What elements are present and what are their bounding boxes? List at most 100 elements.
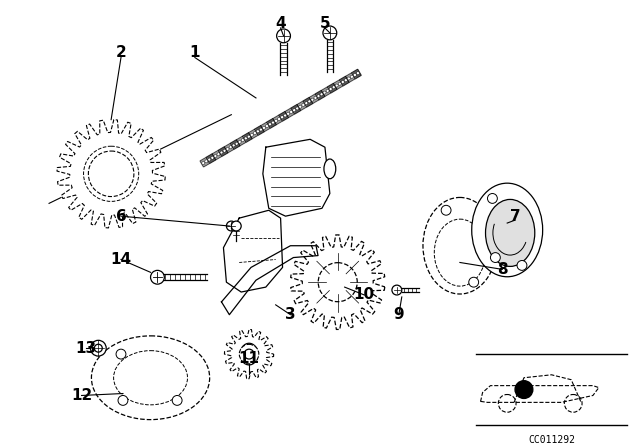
Circle shape: [326, 89, 329, 92]
Ellipse shape: [92, 336, 210, 420]
Polygon shape: [224, 143, 234, 153]
Circle shape: [211, 156, 214, 159]
Polygon shape: [309, 94, 319, 103]
Polygon shape: [333, 80, 343, 90]
Polygon shape: [321, 87, 331, 96]
Circle shape: [266, 125, 268, 128]
Polygon shape: [346, 73, 355, 82]
Circle shape: [299, 105, 302, 108]
Ellipse shape: [324, 159, 336, 179]
Circle shape: [202, 162, 205, 164]
Polygon shape: [57, 120, 165, 228]
Circle shape: [118, 396, 128, 405]
Circle shape: [241, 139, 244, 142]
Circle shape: [317, 95, 320, 98]
Circle shape: [314, 96, 317, 99]
Circle shape: [278, 117, 280, 121]
Circle shape: [229, 146, 232, 149]
Circle shape: [353, 73, 356, 77]
Text: 13: 13: [75, 340, 96, 356]
Circle shape: [232, 144, 235, 147]
Polygon shape: [297, 101, 307, 111]
Circle shape: [441, 205, 451, 215]
Circle shape: [488, 194, 497, 203]
Circle shape: [150, 270, 164, 284]
Circle shape: [259, 128, 262, 131]
Text: 6: 6: [116, 209, 126, 224]
Circle shape: [116, 349, 126, 359]
Text: 10: 10: [354, 288, 375, 302]
Ellipse shape: [435, 219, 486, 286]
Circle shape: [239, 345, 259, 364]
Polygon shape: [279, 112, 289, 121]
Circle shape: [320, 93, 323, 96]
Circle shape: [220, 151, 223, 154]
Polygon shape: [263, 139, 330, 216]
Circle shape: [348, 77, 350, 80]
Polygon shape: [273, 115, 282, 125]
Ellipse shape: [240, 343, 258, 365]
Text: 14: 14: [111, 252, 132, 267]
Circle shape: [296, 107, 299, 110]
Polygon shape: [206, 154, 216, 164]
Ellipse shape: [113, 351, 188, 405]
Polygon shape: [291, 235, 385, 329]
Circle shape: [208, 158, 211, 161]
Text: 7: 7: [510, 209, 520, 224]
Text: 1: 1: [189, 45, 200, 60]
Circle shape: [247, 135, 250, 138]
Circle shape: [517, 260, 527, 270]
Text: 8: 8: [497, 262, 508, 277]
Circle shape: [223, 149, 226, 152]
Text: 2: 2: [116, 45, 126, 60]
Circle shape: [227, 221, 236, 231]
Circle shape: [308, 100, 311, 103]
Circle shape: [280, 116, 284, 119]
Circle shape: [244, 137, 247, 140]
Circle shape: [226, 147, 229, 151]
Polygon shape: [200, 157, 209, 167]
Text: CC011292: CC011292: [528, 435, 575, 445]
Circle shape: [332, 86, 335, 89]
Circle shape: [318, 263, 357, 302]
Polygon shape: [255, 126, 264, 135]
Ellipse shape: [486, 199, 535, 267]
Ellipse shape: [472, 183, 543, 277]
Circle shape: [262, 126, 266, 129]
Circle shape: [290, 111, 292, 113]
Circle shape: [253, 132, 256, 134]
Circle shape: [217, 153, 220, 156]
Polygon shape: [316, 90, 324, 100]
Polygon shape: [243, 133, 252, 142]
Polygon shape: [260, 122, 270, 132]
Circle shape: [94, 344, 102, 352]
Circle shape: [90, 340, 106, 356]
Ellipse shape: [423, 198, 497, 294]
Text: 4: 4: [275, 16, 286, 30]
Circle shape: [292, 109, 296, 112]
Circle shape: [490, 253, 500, 263]
Circle shape: [341, 81, 344, 83]
Polygon shape: [291, 104, 301, 114]
Circle shape: [172, 396, 182, 405]
Circle shape: [250, 134, 253, 136]
Circle shape: [271, 121, 275, 124]
Polygon shape: [303, 98, 312, 107]
Circle shape: [323, 26, 337, 40]
Circle shape: [311, 98, 314, 101]
Circle shape: [344, 79, 348, 82]
Text: 3: 3: [285, 307, 296, 322]
Circle shape: [338, 82, 341, 85]
Polygon shape: [212, 151, 221, 160]
Polygon shape: [248, 129, 258, 139]
Polygon shape: [339, 77, 349, 86]
Polygon shape: [351, 69, 361, 79]
Text: 5: 5: [319, 16, 330, 30]
Circle shape: [515, 381, 533, 398]
Polygon shape: [225, 329, 274, 379]
Circle shape: [244, 349, 254, 359]
Circle shape: [350, 75, 353, 78]
Polygon shape: [218, 147, 228, 156]
Circle shape: [323, 91, 326, 94]
Polygon shape: [328, 83, 337, 93]
